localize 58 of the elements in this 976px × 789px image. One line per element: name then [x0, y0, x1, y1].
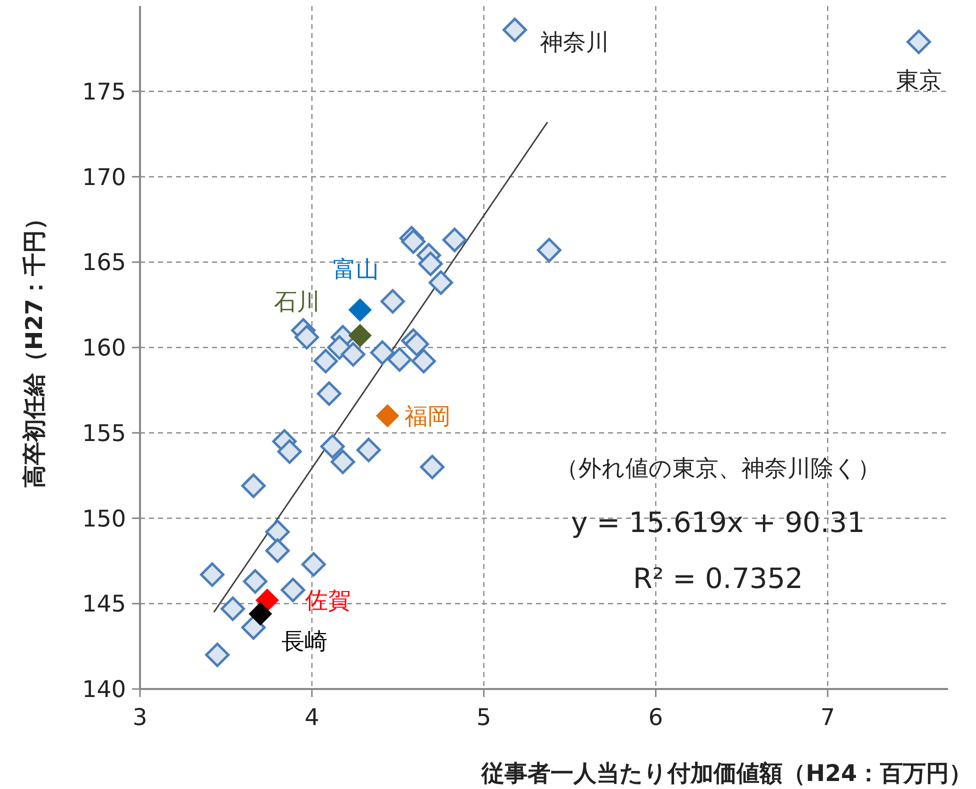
y-tick-label: 145: [82, 592, 126, 618]
annotation: R² = 0.7352: [633, 562, 803, 595]
series-label: 長崎: [281, 628, 328, 655]
point: [387, 347, 412, 372]
point: [370, 340, 395, 365]
point: [200, 562, 224, 587]
point: [340, 342, 366, 367]
point: [906, 30, 932, 54]
point: [301, 552, 326, 577]
point: [330, 450, 356, 474]
point: [205, 642, 230, 668]
y-tick-label: 140: [82, 677, 126, 703]
y-tick-label: 160: [82, 336, 126, 362]
series-label: 佐賀: [305, 588, 352, 614]
x-tick-label: 4: [304, 705, 320, 731]
point: [502, 18, 528, 42]
y-tick-label: 150: [82, 506, 126, 532]
y-axis-title: 高卒初任給（H27：千円）: [21, 206, 48, 488]
point: [280, 578, 306, 602]
point: [313, 348, 338, 374]
point: [380, 289, 405, 314]
point: [277, 439, 302, 464]
annotation: 東京: [896, 68, 942, 94]
point: [411, 348, 436, 374]
series-label: 富山: [333, 256, 380, 283]
point: [320, 434, 345, 459]
point: [348, 298, 372, 322]
y-tick-label: 155: [82, 420, 126, 447]
point: [220, 596, 246, 621]
point: [241, 615, 266, 640]
y-tick-label: 165: [82, 250, 126, 276]
point: [256, 588, 279, 612]
annotation: y = 15.619x + 90.31: [571, 506, 865, 539]
x-tick-label: 5: [476, 705, 492, 731]
annotation: （外れ値の東京、神奈川除く）: [556, 456, 880, 482]
x-axis-title: 従事者一人当たり付加価値額（H24：百万円）: [480, 761, 972, 787]
point: [356, 438, 381, 462]
point: [316, 381, 342, 406]
point: [536, 238, 562, 262]
point: [418, 252, 443, 276]
point: [348, 324, 372, 348]
point: [420, 454, 445, 480]
x-tick-label: 3: [132, 705, 148, 731]
y-tick-label: 170: [82, 164, 126, 191]
y-tick-label: 175: [82, 79, 126, 106]
x-tick-label: 6: [648, 705, 664, 731]
point: [248, 602, 272, 626]
series-label: 石川: [274, 290, 320, 316]
point: [265, 538, 290, 563]
point: [376, 404, 400, 428]
series-label: 福岡: [404, 404, 451, 430]
annotation: 神奈川: [540, 30, 609, 56]
point: [294, 325, 320, 350]
point: [442, 228, 467, 252]
point: [241, 474, 266, 498]
x-tick-label: 7: [820, 705, 835, 731]
point: [428, 270, 454, 295]
point: [242, 569, 268, 594]
